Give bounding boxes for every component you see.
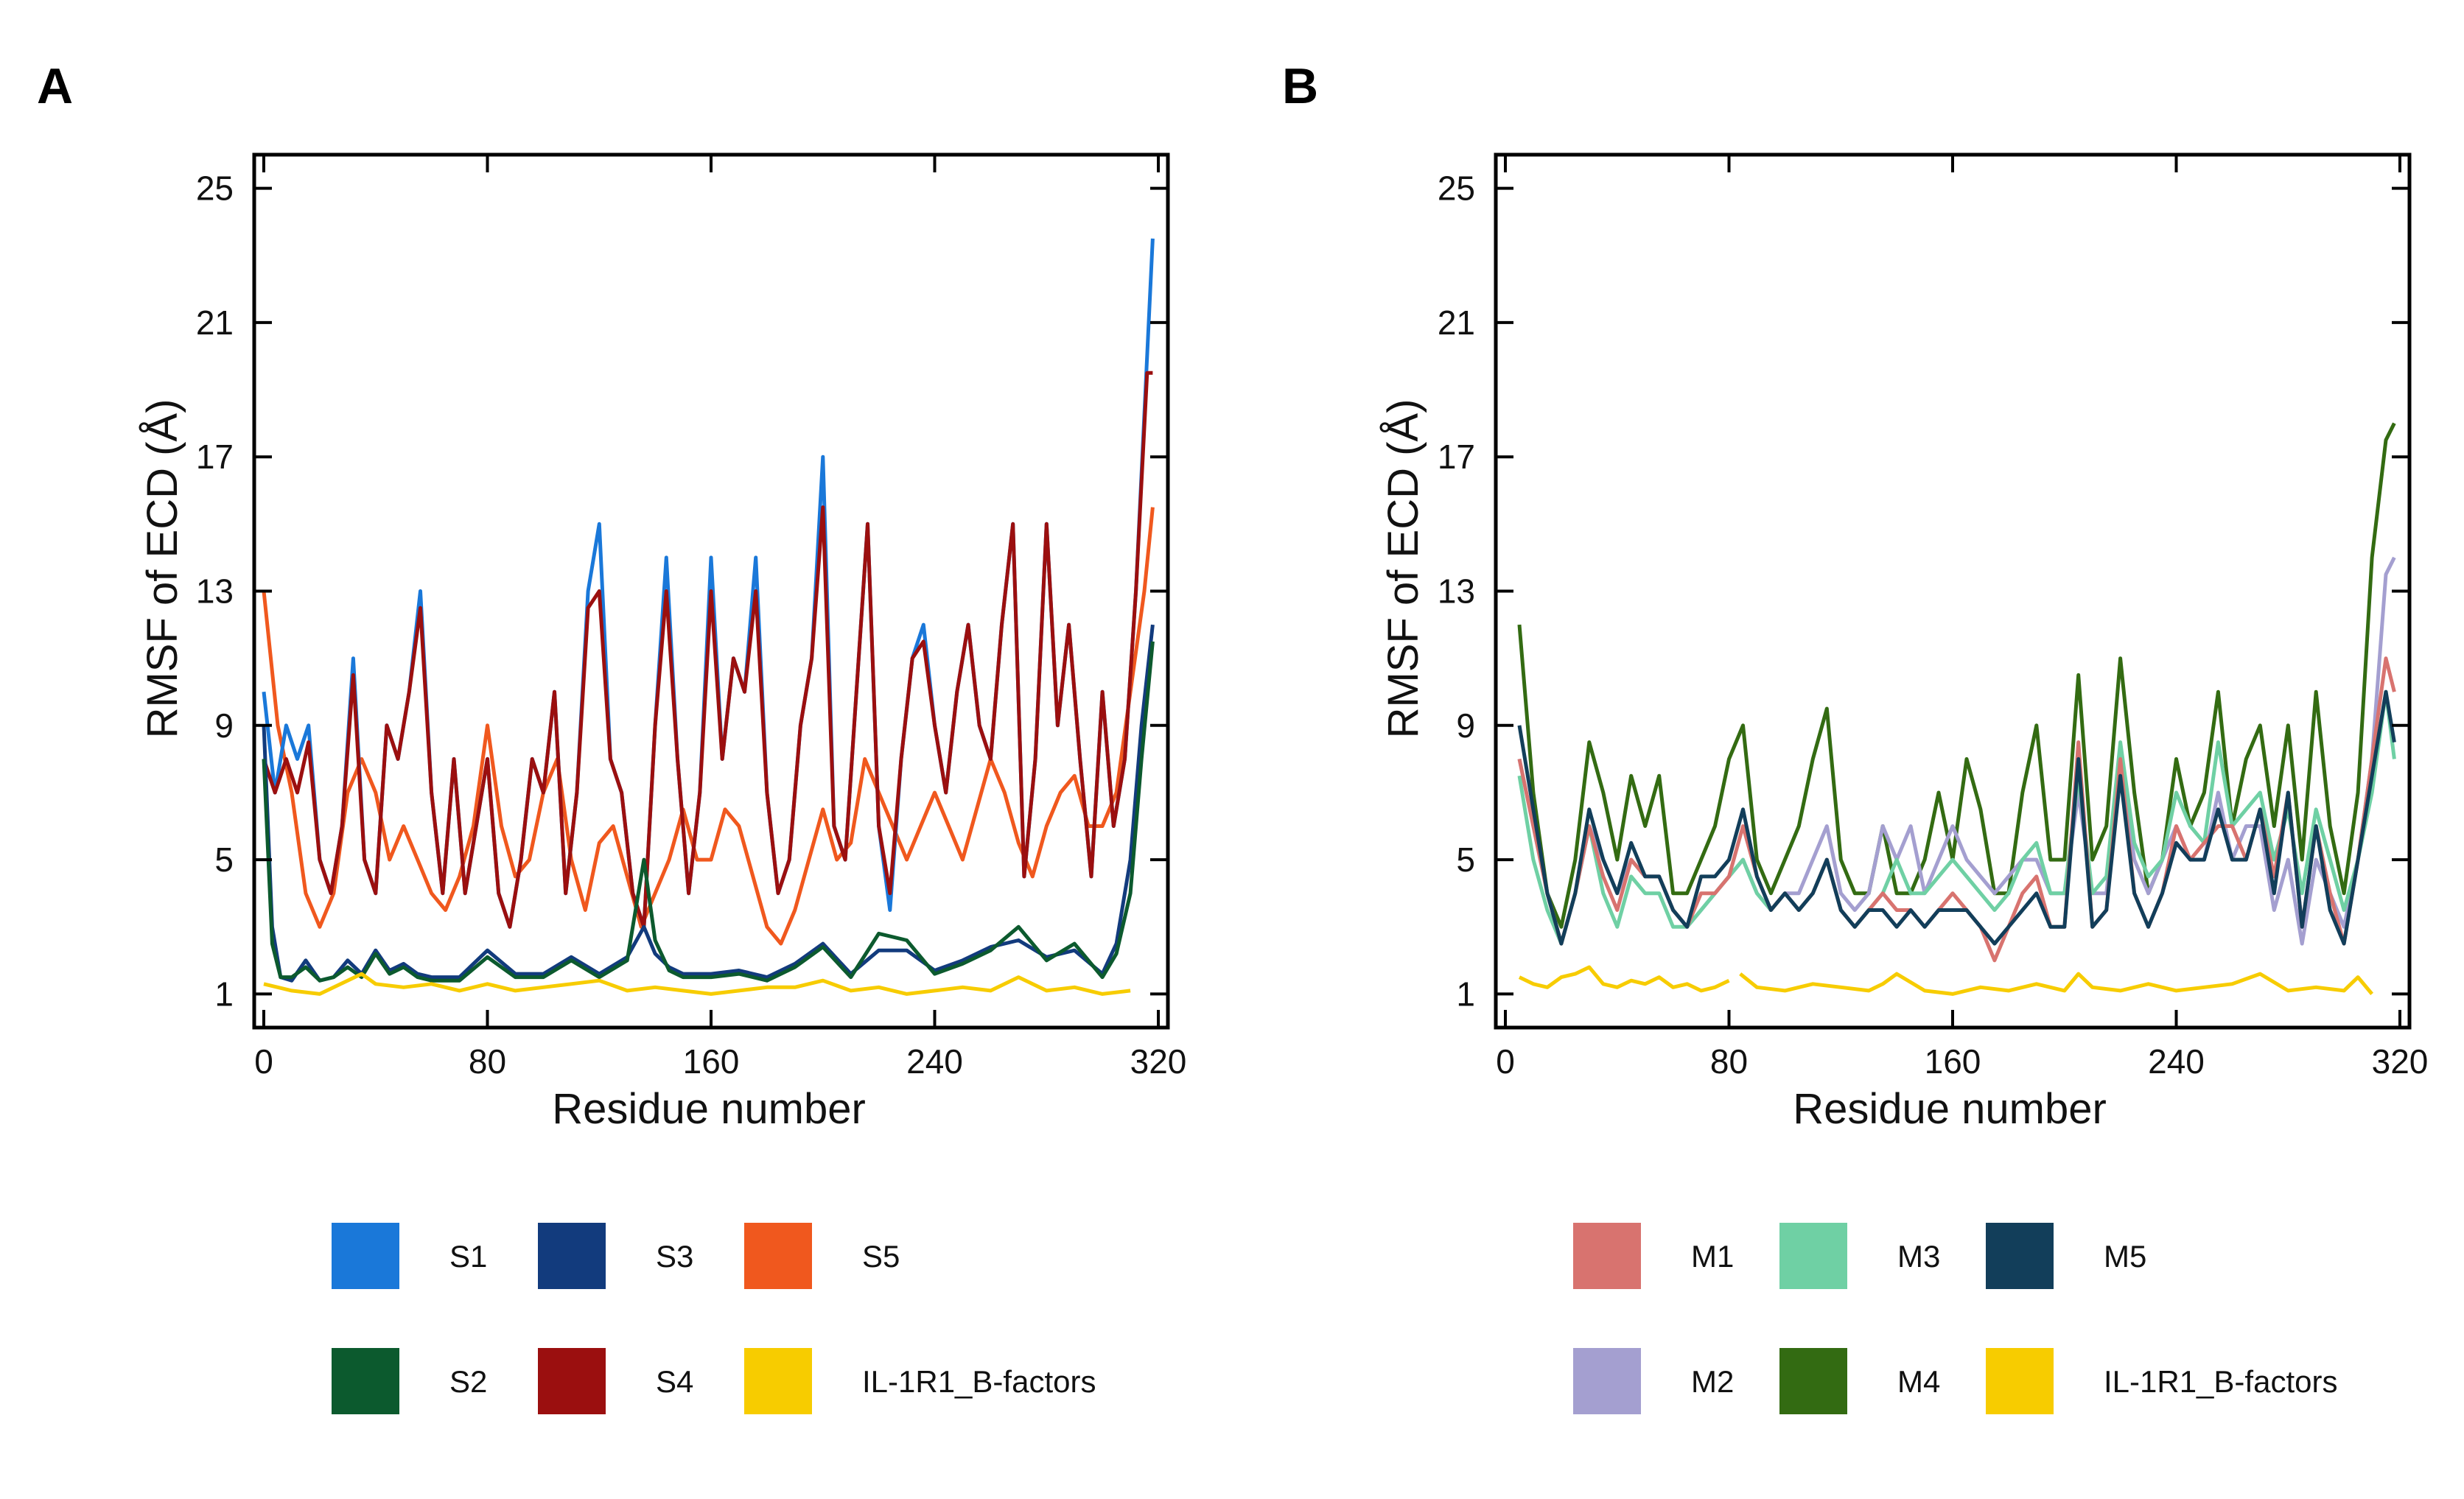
y-tick-label: 21 — [196, 303, 234, 342]
legend-swatch-s1 — [332, 1223, 399, 1289]
legend-label-m3: M3 — [1897, 1239, 1940, 1274]
legend-swatch-m2 — [1573, 1348, 1641, 1414]
x-tick-label: 0 — [254, 1042, 273, 1081]
x-tick-label: 240 — [2148, 1042, 2205, 1081]
series-line-m5 — [1517, 689, 2396, 946]
x-tick-label: 80 — [1710, 1042, 1748, 1081]
chart-panel-a: 0 80 160 240 320 1 5 9 13 17 21 25 — [196, 152, 1187, 1081]
y-tick-label: 5 — [1456, 840, 1475, 879]
y-tick-label: 13 — [1438, 572, 1475, 611]
legend-label-s2: S2 — [449, 1364, 487, 1399]
legend-label-s5: S5 — [862, 1239, 900, 1274]
legend-a: S1 S3 S5 S2 S4 IL-1R1_B-factors — [332, 1223, 1096, 1414]
legend-b: M1 M3 M5 M2 M4 IL-1R1_B-factors — [1573, 1223, 2337, 1414]
legend-swatch-s3 — [538, 1223, 606, 1289]
y-tick-label: 9 — [214, 706, 234, 745]
series-line-m3 — [1517, 689, 2396, 946]
x-axis-title-b: Residue number — [1793, 1085, 2107, 1133]
y-tick-label: 13 — [196, 572, 234, 611]
series-line-il1r1 — [1518, 965, 2374, 996]
legend-label-m2: M2 — [1691, 1364, 1734, 1399]
y-axis-title-a: RMSF of ECD (Å) — [139, 399, 186, 739]
y-tick-label: 21 — [1438, 303, 1475, 342]
legend-swatch-il1r1 — [1986, 1348, 2054, 1414]
x-tick-label: 0 — [1496, 1042, 1515, 1081]
x-tick-label: 320 — [2372, 1042, 2429, 1081]
legend-swatch-s4 — [538, 1348, 606, 1414]
y-tick-label: 25 — [1438, 169, 1475, 208]
legend-label-s1: S1 — [449, 1239, 487, 1274]
legend-label-il1r1: IL-1R1_B-factors — [862, 1364, 1096, 1399]
y-axis-title-b: RMSF of ECD (Å) — [1379, 399, 1427, 739]
y-tick-label: 5 — [214, 840, 234, 879]
x-tick-label: 160 — [1925, 1042, 1981, 1081]
legend-swatch-m1 — [1573, 1223, 1641, 1289]
legend-swatch-m3 — [1779, 1223, 1847, 1289]
y-tick-label: 1 — [1456, 975, 1475, 1013]
panel-label-a: A — [37, 58, 73, 114]
y-tick-label: 9 — [1456, 706, 1475, 745]
legend-label-s3: S3 — [656, 1239, 693, 1274]
chart-panel-b: 0 80 160 240 320 1 5 9 13 17 21 25 — [1438, 152, 2429, 1081]
series-line-s3 — [262, 624, 1155, 983]
legend-swatch-il1r1 — [744, 1348, 812, 1414]
y-tick-label: 25 — [196, 169, 234, 208]
legend-label-s4: S4 — [656, 1364, 693, 1399]
legend-label-il1r1: IL-1R1_B-factors — [2104, 1364, 2337, 1399]
legend-swatch-m5 — [1986, 1223, 2054, 1289]
y-tick-label: 1 — [214, 975, 234, 1013]
series-line-m4 — [1517, 422, 2396, 929]
x-tick-label: 80 — [469, 1042, 506, 1081]
legend-label-m1: M1 — [1691, 1239, 1734, 1274]
x-tick-label: 320 — [1130, 1042, 1187, 1081]
y-tick-label: 17 — [1438, 438, 1475, 476]
series-line-il1r1 — [263, 972, 1131, 996]
x-tick-label: 240 — [906, 1042, 963, 1081]
legend-swatch-m4 — [1779, 1348, 1847, 1414]
legend-swatch-s2 — [332, 1348, 399, 1414]
panel-label-b: B — [1282, 58, 1318, 114]
series-line-s4 — [262, 371, 1153, 929]
y-tick-label: 17 — [196, 438, 234, 476]
x-tick-label: 160 — [683, 1042, 740, 1081]
legend-swatch-s5 — [744, 1223, 812, 1289]
legend-label-m5: M5 — [2104, 1239, 2146, 1274]
legend-label-m4: M4 — [1897, 1364, 1940, 1399]
series-line-s2 — [262, 641, 1155, 983]
series-line-s1 — [262, 238, 1155, 929]
x-axis-title-a: Residue number — [552, 1085, 866, 1133]
series-line-s5 — [262, 507, 1155, 946]
